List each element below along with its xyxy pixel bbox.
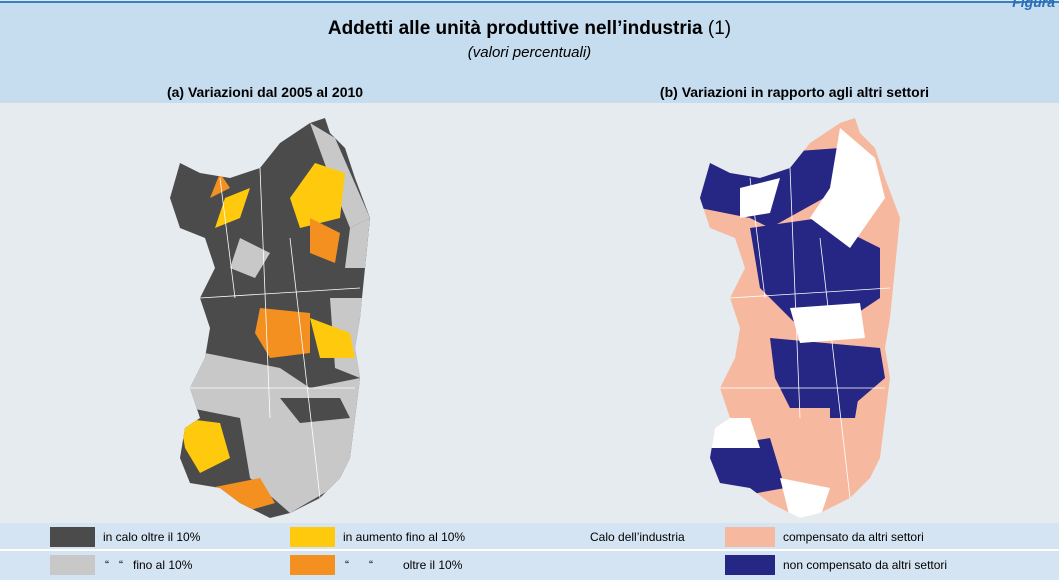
legend-label: compensato da altri settori xyxy=(783,530,924,544)
title-note: (1) xyxy=(707,18,732,39)
panel-title: (b) Variazioni in rapporto agli altri se… xyxy=(659,84,930,100)
map-a xyxy=(170,118,370,518)
swatch xyxy=(290,555,335,575)
title-line: Addetti alle unità produttive nell’indus… xyxy=(0,18,1059,40)
legend-label: “ “ fino al 10% xyxy=(105,558,193,572)
swatch xyxy=(50,555,95,575)
swatch xyxy=(290,527,335,547)
subtitle: (valori percentuali) xyxy=(467,44,592,61)
legend-label: in aumento fino al 10% xyxy=(343,530,466,544)
legend-label: in calo oltre il 10% xyxy=(103,530,201,544)
legend-heading: Calo dell’industria xyxy=(590,530,685,544)
swatch xyxy=(725,527,775,547)
panel-title-band xyxy=(0,81,1059,103)
figure-label: Figura xyxy=(1012,0,1055,10)
swatch xyxy=(725,555,775,575)
panel-title: (a) Variazioni dal 2005 al 2010 xyxy=(166,84,364,100)
legend-label: non compensato da altri settori xyxy=(783,558,948,572)
legend-band xyxy=(0,523,1059,580)
legend-label: “ “ oltre il 10% xyxy=(345,558,463,572)
title: Addetti alle unità produttive nell’indus… xyxy=(327,18,703,39)
swatch xyxy=(50,527,95,547)
header-band xyxy=(0,3,1059,81)
